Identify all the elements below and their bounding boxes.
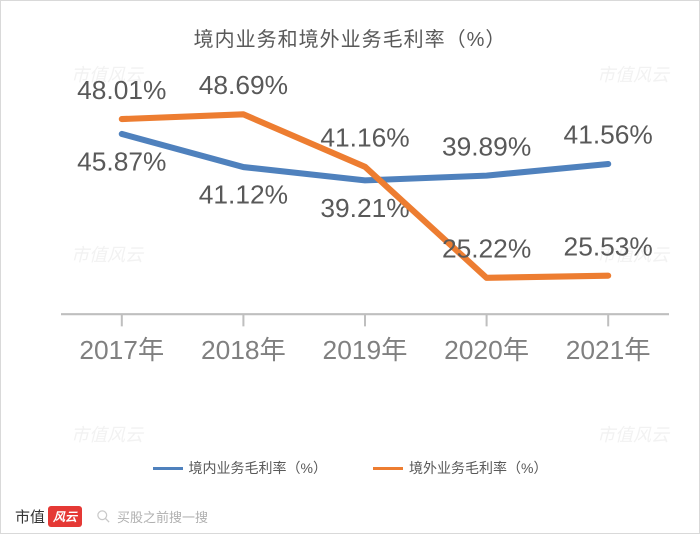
- logo: 市值 风云: [15, 506, 82, 527]
- chart-legend: 境内业务毛利率（%） 境外业务毛利率（%）: [1, 458, 699, 478]
- data-label: 41.12%: [199, 180, 288, 210]
- legend-label: 境内业务毛利率（%）: [189, 458, 327, 478]
- data-label: 25.22%: [442, 234, 531, 264]
- chart-container: 市值风云 市值风云 市值风云 市值风云 市值风云 市值风云 境内业务和境外业务毛…: [0, 0, 700, 534]
- x-axis-label: 2019年: [323, 335, 408, 365]
- footer-bar: 市值 风云 买股之前搜一搜: [1, 499, 699, 533]
- data-label: 48.69%: [199, 71, 288, 100]
- chart-title: 境内业务和境外业务毛利率（%）: [1, 23, 699, 52]
- data-label: 45.87%: [77, 146, 166, 176]
- logo-text-right: 风云: [48, 506, 82, 527]
- watermark: 市值风云: [597, 421, 669, 447]
- data-label: 41.16%: [320, 123, 409, 153]
- logo-text-left: 市值: [15, 506, 45, 527]
- x-axis-label: 2018年: [201, 335, 286, 365]
- footer-tagline: 买股之前搜一搜: [117, 507, 208, 526]
- x-axis-label: 2021年: [566, 335, 651, 365]
- data-label: 48.01%: [77, 75, 166, 105]
- chart-plot: 2017年 2018年 2019年 2020年 2021年 45.87% 41.12% 39.…: [61, 71, 669, 375]
- x-axis-label: 2017年: [79, 335, 164, 365]
- watermark: 市值风云: [71, 421, 143, 447]
- search-icon: [96, 509, 111, 524]
- x-axis-label: 2020年: [444, 335, 529, 365]
- legend-swatch: [373, 467, 403, 470]
- data-label: 39.89%: [442, 131, 531, 161]
- legend-item-overseas: 境外业务毛利率（%）: [373, 458, 547, 478]
- legend-item-domestic: 境内业务毛利率（%）: [153, 458, 327, 478]
- data-label: 41.56%: [564, 120, 653, 150]
- data-label: 25.53%: [564, 231, 653, 261]
- legend-label: 境外业务毛利率（%）: [409, 458, 547, 478]
- legend-swatch: [153, 467, 183, 470]
